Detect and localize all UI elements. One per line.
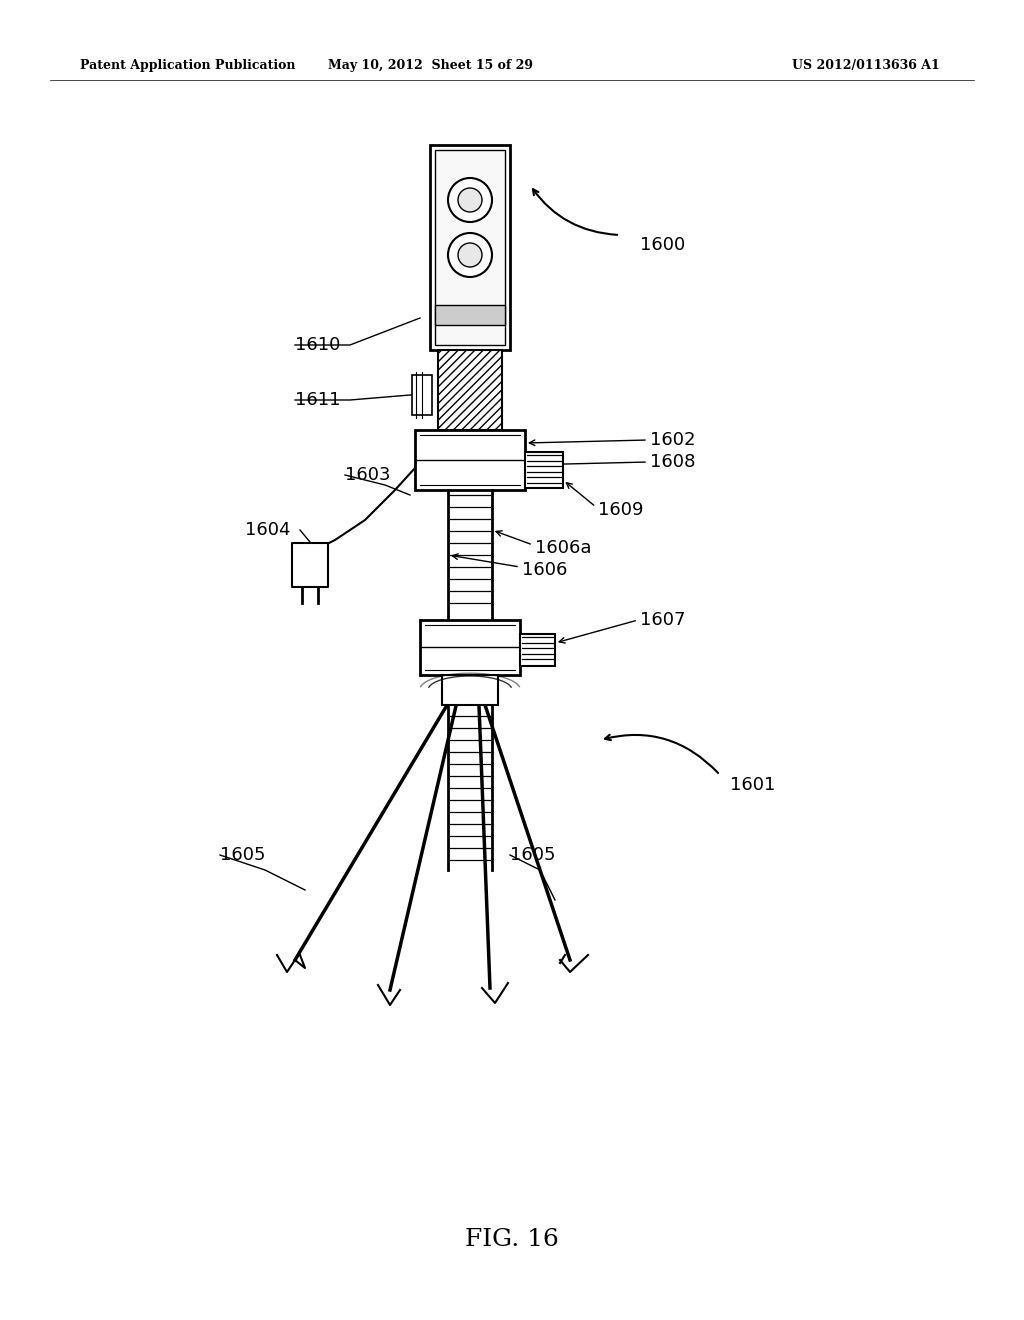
Text: 1605: 1605 [220,846,265,865]
Text: 1609: 1609 [598,502,643,519]
Text: FIG. 16: FIG. 16 [465,1229,559,1251]
Bar [520,634,555,667]
Text: US 2012/0113636 A1: US 2012/0113636 A1 [793,58,940,71]
Bar [442,675,498,705]
Text: 1607: 1607 [640,611,685,630]
Bar [438,350,502,430]
Text: Patent Application Publication: Patent Application Publication [80,58,296,71]
Bar [420,620,520,675]
Text: 1605: 1605 [510,846,555,865]
Text: May 10, 2012  Sheet 15 of 29: May 10, 2012 Sheet 15 of 29 [328,58,532,71]
Bar [292,543,328,587]
Circle shape [458,187,482,213]
Circle shape [449,234,492,277]
Text: 1602: 1602 [650,432,695,449]
Bar [435,150,505,345]
Text: 1601: 1601 [730,776,775,795]
Text: 1604: 1604 [245,521,291,539]
Bar [412,375,432,414]
Text: 1611: 1611 [295,391,341,409]
Text: 1606a: 1606a [535,539,592,557]
Text: 1600: 1600 [640,236,685,253]
Text: 1610: 1610 [295,337,340,354]
Text: 1606: 1606 [522,561,567,579]
Bar [525,451,563,488]
Bar [430,145,510,350]
Text: 1603: 1603 [345,466,390,484]
Bar [435,305,505,325]
Circle shape [449,178,492,222]
Text: 1608: 1608 [650,453,695,471]
Circle shape [458,243,482,267]
Bar [415,430,525,490]
